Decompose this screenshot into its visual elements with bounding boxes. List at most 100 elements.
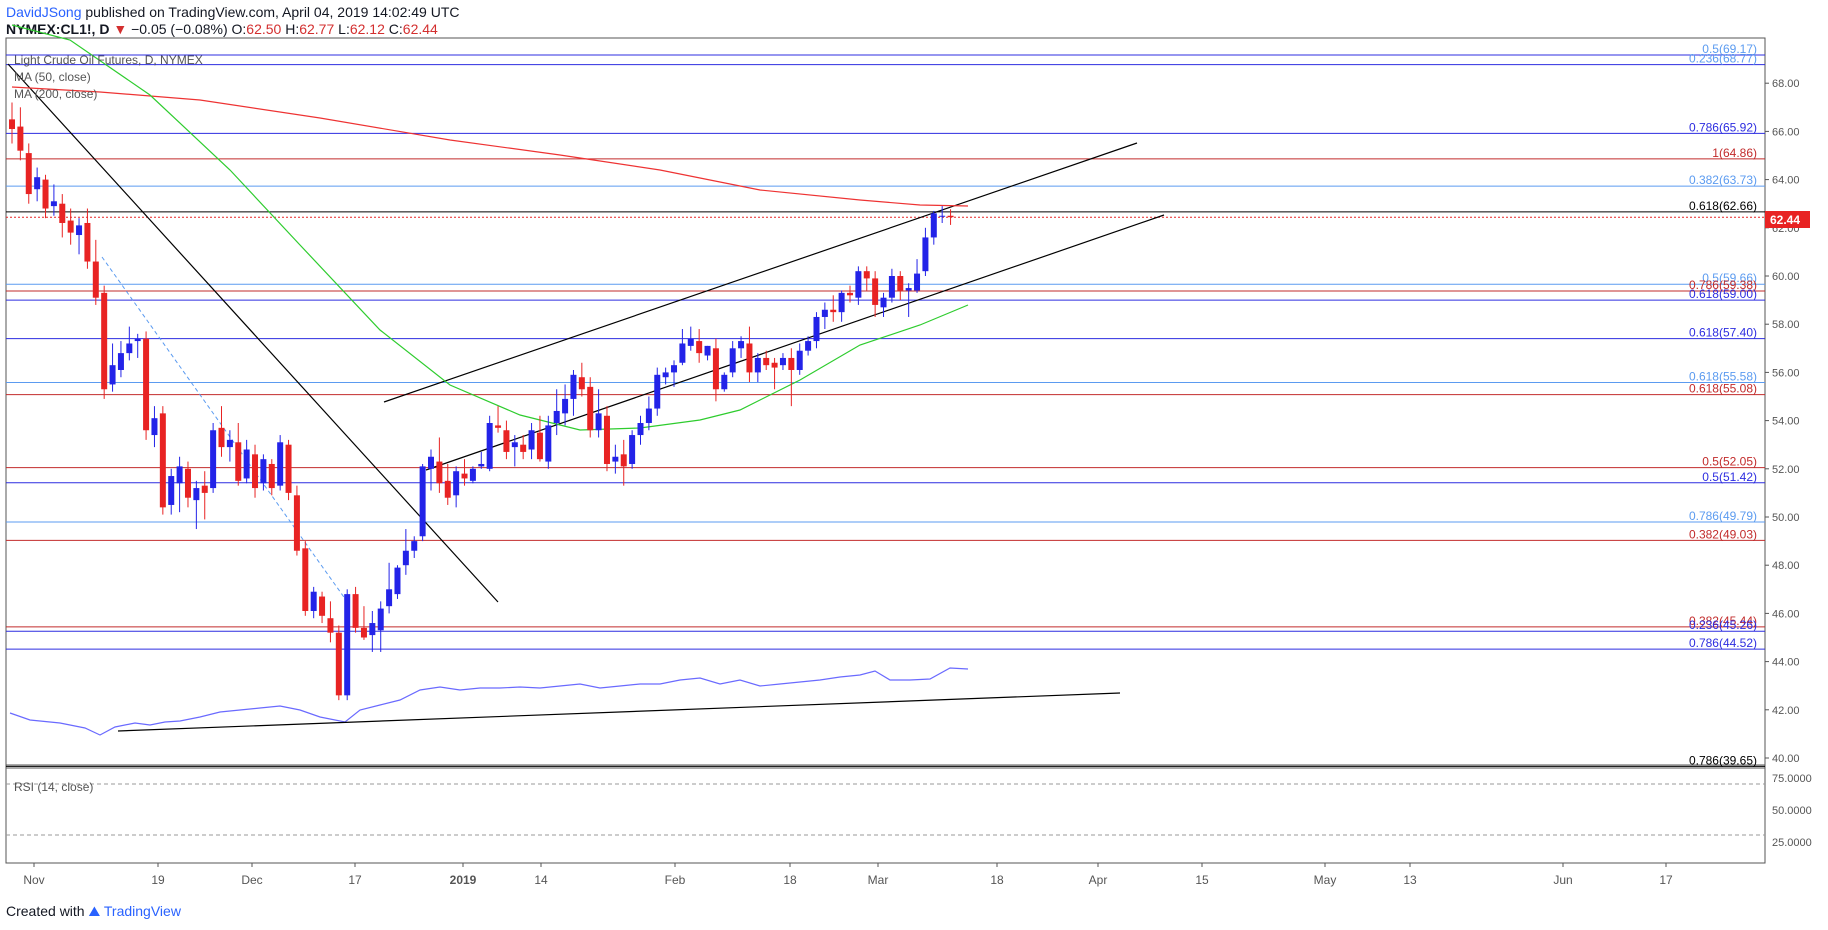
tradingview-logo-icon[interactable]: ⛰ [88, 903, 101, 919]
high-value: 62.77 [299, 21, 335, 37]
fib-label-8: 0.618(59.00) [1689, 287, 1757, 301]
time-tick-label-0: Nov [23, 873, 44, 887]
candles [9, 102, 954, 701]
legend-rsi: RSI (14, close) [14, 780, 93, 794]
candle-body-38 [327, 618, 334, 633]
candle-body-109 [922, 237, 929, 272]
candle-body-21 [184, 468, 191, 498]
fib-label-14: 0.786(49.79) [1689, 509, 1757, 523]
ohlc-line: NYMEX:CL1!, D ▼ −0.05 (−0.08%) O:62.50 H… [6, 21, 459, 38]
price-tick-label-7: 54.00 [1772, 416, 1800, 428]
candle-body-16 [143, 338, 150, 431]
publish-line: DavidJSong published on TradingView.com,… [6, 4, 459, 21]
fib-label-5: 0.618(62.66) [1689, 199, 1757, 213]
candle-body-2 [25, 153, 32, 195]
close-label: C: [388, 21, 403, 37]
candle-body-55 [469, 468, 476, 481]
high-label: H: [285, 21, 300, 37]
change-down-icon: ▼ [113, 21, 128, 37]
price-tick-label-9: 58.00 [1772, 319, 1800, 331]
candle-body-37 [319, 596, 326, 616]
candle-body-44 [377, 608, 384, 631]
candle-body-22 [193, 488, 200, 501]
author-link[interactable]: DavidJSong [6, 4, 82, 20]
fib-label-17: 0.236(45.26) [1689, 618, 1757, 632]
candle-body-98 [830, 309, 837, 313]
fib-label-7: 0.786(59.38) [1689, 278, 1757, 292]
published-text: published on TradingView.com, April 04, … [85, 4, 460, 20]
chart-frame [5, 37, 1766, 864]
candle-body-5 [50, 201, 57, 207]
price-tick-label-4: 48.00 [1772, 560, 1800, 572]
candle-body-4 [42, 179, 49, 209]
candle-body-15 [134, 338, 141, 342]
tradingview-brand[interactable]: TradingView [103, 903, 181, 919]
candle-body-96 [813, 316, 820, 342]
candle-body-24 [210, 430, 217, 489]
legend-ma50: MA (50, close) [14, 70, 91, 84]
time-tick-label-4: 2019 [450, 873, 477, 887]
candle-body-20 [176, 466, 183, 484]
candle-body-51 [436, 461, 443, 484]
candle-body-8 [76, 225, 83, 236]
candle-body-103 [872, 278, 879, 305]
time-tick-label-2: Dec [241, 873, 262, 887]
price-tick-label-5: 50.00 [1772, 512, 1800, 524]
trendline-1 [383, 142, 1138, 403]
candle-body-61 [520, 444, 527, 452]
footer: Created with ⛰ TradingView [6, 903, 181, 920]
price-tick-label-3: 46.00 [1772, 608, 1800, 620]
rsi-pane: 75.0000 50.0000 25.0000 [6, 667, 1812, 849]
candle-body-72 [612, 456, 619, 462]
legend-title: Light Crude Oil Futures, D, NYMEX [14, 53, 203, 67]
candle-body-25 [218, 427, 225, 448]
price-axis[interactable]: 40.00 42.00 44.00 46.00 48.00 50.00 52.00 54.00… [1765, 78, 1800, 765]
candle-body-14 [126, 343, 133, 354]
candle-body-45 [386, 589, 393, 607]
candle-body-68 [578, 377, 585, 390]
trendline-2 [425, 214, 1165, 471]
candle-body-53 [453, 471, 460, 496]
fib-label-6: 0.5(59.66) [1702, 271, 1757, 285]
candle-body-31 [268, 463, 275, 489]
candle-body-19 [168, 476, 175, 505]
candle-body-67 [570, 374, 577, 399]
candle-body-80 [679, 343, 686, 363]
open-value: 62.50 [246, 21, 282, 37]
candle-body-13 [117, 353, 124, 370]
fib-levels: 0.5(69.17)0.236(68.77) 0.786(65.92) 1(64.8… [6, 42, 1765, 767]
price-tick-label-1: 42.00 [1772, 705, 1800, 717]
fib-label-10: 0.618(55.58) [1689, 370, 1757, 384]
candle-body-36 [310, 591, 317, 611]
fib-label-1: 0.236(68.77) [1689, 52, 1757, 66]
fib-label-2: 0.786(65.92) [1689, 120, 1757, 134]
ma200-line [11, 86, 969, 207]
candle-body-29 [252, 454, 259, 489]
candle-body-42 [360, 627, 367, 638]
candle-body-65 [553, 410, 560, 424]
candle-body-41 [352, 594, 359, 628]
low-label: L: [338, 21, 350, 37]
candle-body-32 [277, 442, 284, 486]
time-tick-label-7: 18 [783, 873, 797, 887]
fib-label-11: 0.618(55.08) [1689, 382, 1757, 396]
candle-body-30 [260, 459, 267, 484]
candle-body-63 [536, 432, 543, 460]
low-value: 62.12 [349, 21, 385, 37]
candle-body-59 [503, 430, 510, 452]
candle-body-69 [587, 386, 594, 431]
candle-body-6 [59, 203, 66, 223]
ma50-line [11, 24, 969, 431]
price-tick-label-10: 60.00 [1772, 271, 1800, 283]
candle-body-79 [671, 365, 678, 373]
candle-body-3 [34, 177, 41, 190]
created-with-text: Created with [6, 903, 85, 919]
time-axis[interactable]: Nov 19 Dec 17 2019 14 Feb 18 Mar 18 Apr 15 May 13 Jun 1… [23, 863, 1673, 887]
candle-body-62 [528, 430, 535, 450]
candle-body-111 [939, 215, 946, 217]
candle-body-26 [226, 439, 233, 448]
candle-body-46 [394, 567, 401, 595]
candle-body-91 [771, 362, 778, 368]
candle-body-87 [738, 341, 745, 349]
